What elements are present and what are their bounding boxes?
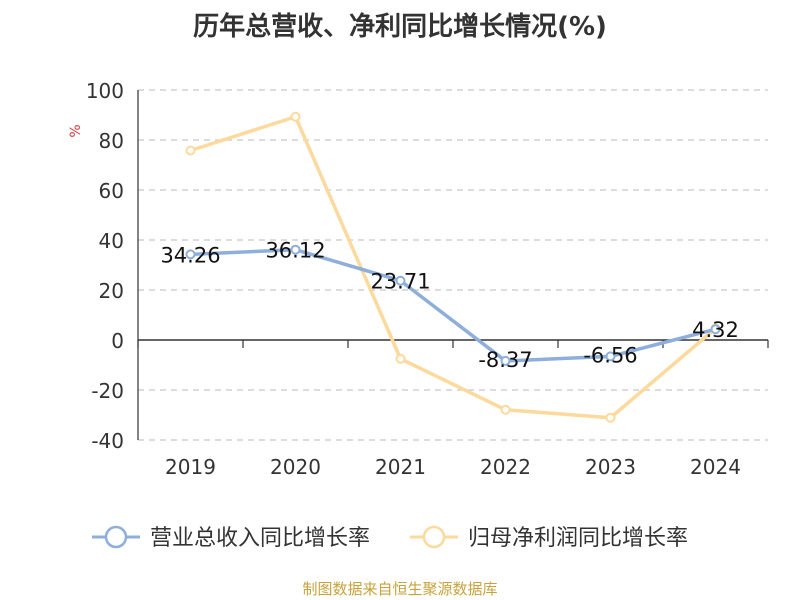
series-line-2 bbox=[189, 115, 717, 420]
data-label: 34.26 bbox=[160, 243, 220, 267]
legend-item-2[interactable]: 归母净利润同比增长率 bbox=[410, 525, 688, 551]
grid-lines bbox=[138, 89, 768, 441]
y-tick-label: 80 bbox=[99, 129, 124, 153]
x-tick-label: 2019 bbox=[165, 455, 216, 479]
y-tick-label: 0 bbox=[111, 329, 124, 353]
x-tick-label: 2023 bbox=[585, 455, 636, 479]
y-tick-label: 20 bbox=[99, 279, 124, 303]
x-tick-label: 2022 bbox=[480, 455, 531, 479]
x-tick-label: 2024 bbox=[690, 455, 741, 479]
data-label: -8.37 bbox=[478, 348, 532, 372]
data-point[interactable] bbox=[290, 244, 301, 255]
x-tick-label: 2021 bbox=[375, 455, 426, 479]
data-point[interactable] bbox=[185, 145, 196, 156]
legend-marker bbox=[104, 525, 128, 549]
data-label: 23.71 bbox=[370, 270, 430, 294]
y-tick-label: -40 bbox=[91, 429, 124, 453]
y-tick-label: 100 bbox=[86, 79, 124, 103]
series-line-1 bbox=[190, 247, 716, 363]
series-layer bbox=[185, 111, 721, 423]
y-axis-label: % bbox=[68, 124, 84, 137]
legend-marker bbox=[422, 525, 446, 549]
chart-title: 历年总营收、净利同比增长情况(%) bbox=[193, 12, 607, 42]
y-tick-label: 60 bbox=[99, 179, 124, 203]
data-point[interactable] bbox=[500, 404, 511, 415]
data-label: 36.12 bbox=[265, 239, 325, 263]
data-label: -6.56 bbox=[583, 343, 637, 367]
data-point[interactable] bbox=[395, 353, 406, 364]
legend-label: 归母净利润同比增长率 bbox=[468, 526, 688, 551]
x-tick-label: 2020 bbox=[270, 455, 321, 479]
data-point[interactable] bbox=[710, 324, 721, 335]
data-point[interactable] bbox=[395, 275, 406, 286]
y-tick-label: 40 bbox=[99, 229, 124, 253]
data-point[interactable] bbox=[500, 355, 511, 366]
axes: 100 80 60 40 20 0 -20 -40% 2019 2020 2021 2022 2023 2… bbox=[68, 79, 769, 479]
data-labels: 34.26 36.12 23.71 -8.37 -6.56 4.32 bbox=[160, 239, 738, 372]
data-label: 4.32 bbox=[692, 318, 739, 342]
data-point[interactable] bbox=[605, 412, 616, 423]
data-point[interactable] bbox=[185, 249, 196, 260]
data-source-note: 制图数据来自恒生聚源数据库 bbox=[302, 580, 498, 598]
data-point[interactable] bbox=[290, 111, 301, 122]
y-tick-label: -20 bbox=[91, 379, 124, 403]
data-point[interactable] bbox=[605, 351, 616, 362]
legend-label: 营业总收入同比增长率 bbox=[150, 526, 370, 551]
legend-item-1[interactable]: 营业总收入同比增长率 bbox=[92, 525, 370, 551]
legend[interactable]: 营业总收入同比增长率 归母净利润同比增长率 bbox=[92, 525, 688, 551]
